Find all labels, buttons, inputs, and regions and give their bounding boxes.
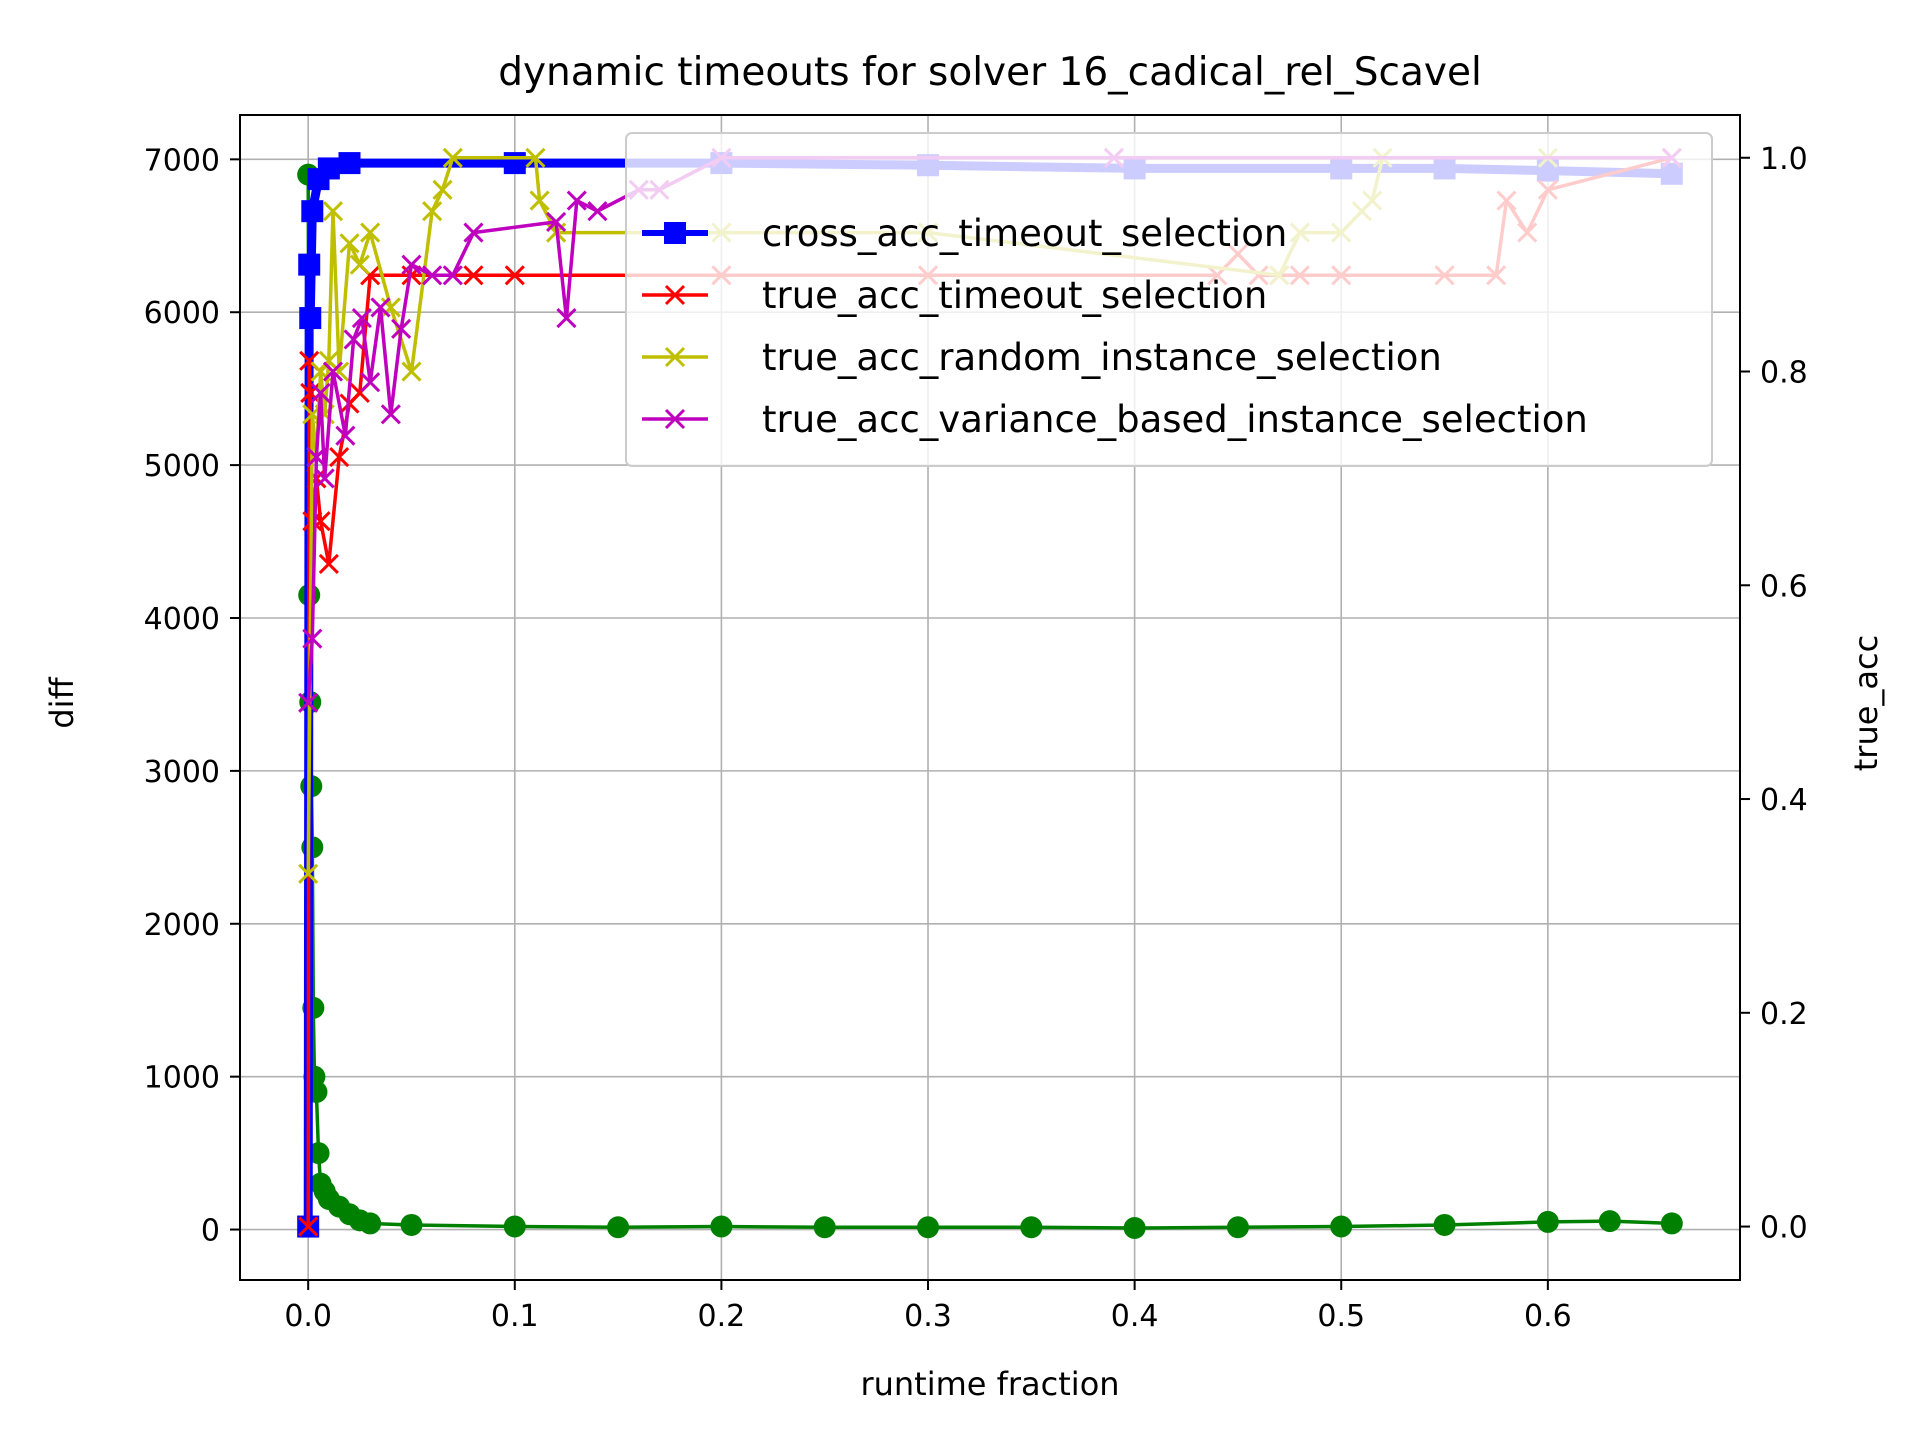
data-point: [442, 265, 463, 286]
data-point: [566, 190, 587, 211]
data-point: [1020, 1216, 1043, 1239]
data-point: [556, 308, 577, 329]
data-point: [1226, 1216, 1249, 1239]
y-left-tick-label: 1000: [144, 1061, 220, 1096]
data-point: [318, 553, 339, 574]
data-point: [422, 201, 443, 222]
y-right-tick-label: 1.0: [1760, 142, 1808, 177]
data-point: [317, 157, 340, 180]
data-point: [1123, 1217, 1146, 1240]
y-left-tick-label: 7000: [144, 143, 220, 178]
data-point: [380, 404, 401, 425]
x-tick-label: 0.3: [904, 1299, 952, 1334]
y-right-tick-label: 0.4: [1760, 783, 1808, 818]
legend-label: cross_acc_timeout_selection: [762, 212, 1287, 255]
y-right-tick-label: 0.2: [1760, 997, 1808, 1032]
y-right-tick-label: 0.0: [1760, 1211, 1808, 1246]
data-point: [587, 201, 608, 222]
y-left-tick-label: 3000: [144, 755, 220, 790]
data-point: [299, 307, 322, 330]
y-left-tick-label: 6000: [144, 296, 220, 331]
legend-swatch-marker: [664, 284, 686, 306]
x-tick-label: 0.6: [1524, 1299, 1572, 1334]
data-point: [1660, 1212, 1683, 1235]
legend: cross_acc_timeout_selection true_acc_time…: [625, 132, 1713, 467]
data-point: [503, 1215, 526, 1238]
data-point: [298, 692, 319, 713]
data-point: [442, 147, 463, 168]
y-axis-right-label: true_acc: [1847, 635, 1885, 771]
y-left-tick-label: 4000: [144, 602, 220, 637]
y-left-tick-label: 5000: [144, 449, 220, 484]
data-point: [432, 179, 453, 200]
y-right-tick-label: 0.8: [1760, 356, 1808, 391]
y-left-tick-label: 0: [201, 1214, 220, 1249]
data-point: [529, 190, 550, 211]
x-tick-label: 0.4: [1111, 1299, 1159, 1334]
legend-label: true_acc_random_instance_selection: [762, 336, 1442, 379]
data-point: [1598, 1210, 1621, 1233]
data-point: [463, 265, 484, 286]
data-point: [322, 201, 344, 222]
data-point: [400, 1213, 423, 1236]
data-point: [338, 152, 361, 175]
data-point: [298, 253, 321, 276]
legend-swatch-marker: [664, 222, 686, 244]
data-point: [525, 147, 546, 168]
x-tick-label: 0.2: [698, 1299, 746, 1334]
x-axis-label: runtime fraction: [860, 1365, 1119, 1403]
data-point: [302, 628, 323, 649]
data-point: [329, 446, 350, 468]
plot-frame: [239, 114, 1741, 1281]
axis-ticks: 0.0 0.1 0.2 0.3 0.4 0.5 0.6 0 1000 2000 3000 4000 50…: [144, 142, 1808, 1334]
data-point: [504, 265, 525, 286]
data-point: [360, 372, 381, 393]
data-point: [335, 425, 356, 446]
x-tick-label: 0.5: [1317, 1299, 1365, 1334]
data-point: [359, 1212, 382, 1235]
data-point: [298, 1216, 319, 1237]
data-point: [301, 200, 324, 223]
data-point: [307, 1142, 330, 1165]
data-point: [391, 318, 412, 339]
series-true_acc_variance_based_instance_selection: [298, 147, 1682, 713]
y-left-tick-label: 2000: [144, 908, 220, 943]
data-point: [370, 297, 391, 318]
data-point: [710, 1215, 733, 1238]
legend-swatch-marker: [664, 346, 686, 368]
data-point: [306, 446, 327, 468]
data-point: [351, 308, 372, 329]
data-point: [401, 361, 422, 382]
data-point: [349, 254, 370, 275]
data-point: [503, 152, 526, 175]
x-tick-label: 0.0: [284, 1299, 332, 1334]
legend-label: true_acc_variance_based_instance_selecti…: [762, 398, 1588, 441]
data-point: [314, 468, 335, 489]
data-point: [607, 1216, 630, 1239]
data-point: [401, 254, 422, 275]
legend-label: true_acc_timeout_selection: [762, 274, 1267, 317]
data-point: [343, 329, 364, 350]
x-tick-label: 0.1: [491, 1299, 539, 1334]
data-point: [1330, 1215, 1353, 1238]
y-axis-left-label: diff: [43, 676, 81, 728]
data-point: [546, 211, 567, 232]
chart-title: dynamic timeouts for solver 16_cadical_r…: [498, 50, 1482, 95]
data-point: [422, 265, 443, 286]
data-point: [310, 382, 331, 403]
data-point: [339, 233, 360, 254]
data-point: [1433, 1213, 1456, 1236]
legend-swatch-marker: [664, 408, 686, 430]
legend-box: [625, 132, 1713, 467]
data-point: [463, 222, 484, 243]
data-point: [917, 1216, 940, 1239]
data-point: [1536, 1210, 1559, 1233]
data-point: [298, 863, 319, 884]
data-point: [813, 1216, 836, 1239]
data-point: [360, 222, 381, 243]
y-right-tick-label: 0.6: [1760, 569, 1808, 604]
data-point: [322, 361, 344, 382]
